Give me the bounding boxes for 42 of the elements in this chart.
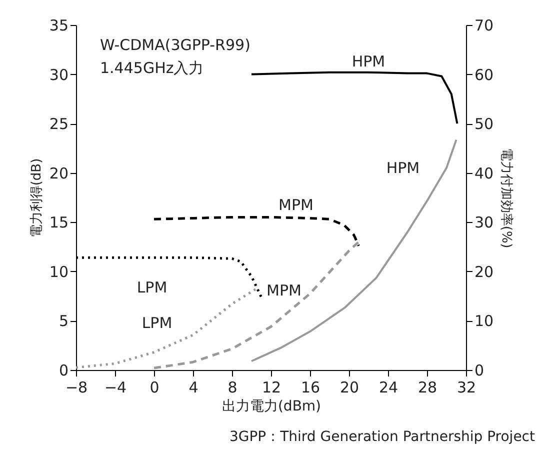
text: 3GPP：Third Generation Partnership Project xyxy=(229,429,536,445)
y2-axis-title: 電力付加効率(%) xyxy=(498,148,515,248)
x-tick-label: 16 xyxy=(300,378,320,396)
x-tick-label: 28 xyxy=(418,378,438,396)
line-series xyxy=(250,138,458,362)
y-tick-label: 5 xyxy=(58,312,68,330)
y-tick-label: 25 xyxy=(49,115,68,134)
series-label: MPM xyxy=(278,196,314,214)
x-axis-title: 出力電力(dBm) xyxy=(222,398,322,414)
x-tick-label: 32 xyxy=(456,378,476,396)
x-tick-label: −4 xyxy=(104,378,127,396)
series-label: MPM xyxy=(266,282,302,300)
annotation: 1.445GHz入力 xyxy=(100,59,204,77)
line-series xyxy=(250,71,458,125)
series-label: HPM xyxy=(386,158,420,177)
y2-tick-label: 10 xyxy=(474,312,494,330)
y2-tick-label: 40 xyxy=(474,164,494,182)
y-tick-label: 10 xyxy=(49,262,68,281)
x-tick-label: 8 xyxy=(228,378,238,396)
y-tick-label: 20 xyxy=(49,164,68,182)
series-label: HPM xyxy=(352,52,386,70)
x-tick-label: 24 xyxy=(378,378,398,396)
y-tick-label: 35 xyxy=(49,16,68,34)
y2-tick-label: 20 xyxy=(474,262,494,281)
y-axis-title: 電力利得(dB) xyxy=(29,158,44,238)
line-series xyxy=(152,216,360,248)
y2-tick-label: 60 xyxy=(474,66,494,84)
y2-tick-label: 30 xyxy=(474,214,494,232)
y-tick-label: 0 xyxy=(58,362,68,380)
series-label: LPM xyxy=(136,278,168,297)
x-tick-label: 12 xyxy=(262,378,282,396)
y2-tick-label: 70 xyxy=(474,16,494,34)
x-tick-label: 0 xyxy=(150,378,160,396)
y2-tick-label: 50 xyxy=(474,115,494,134)
y-tick-label: 30 xyxy=(49,66,68,84)
annotation: W-CDMA(3GPP-R99) xyxy=(100,36,250,54)
x-tick-label: −8 xyxy=(65,378,88,396)
y-tick-label: 15 xyxy=(49,214,68,232)
y2-tick-label: 0 xyxy=(474,362,484,380)
series-label: LPM xyxy=(142,314,172,332)
x-tick-label: 20 xyxy=(340,378,360,396)
x-tick-label: 4 xyxy=(188,378,198,396)
